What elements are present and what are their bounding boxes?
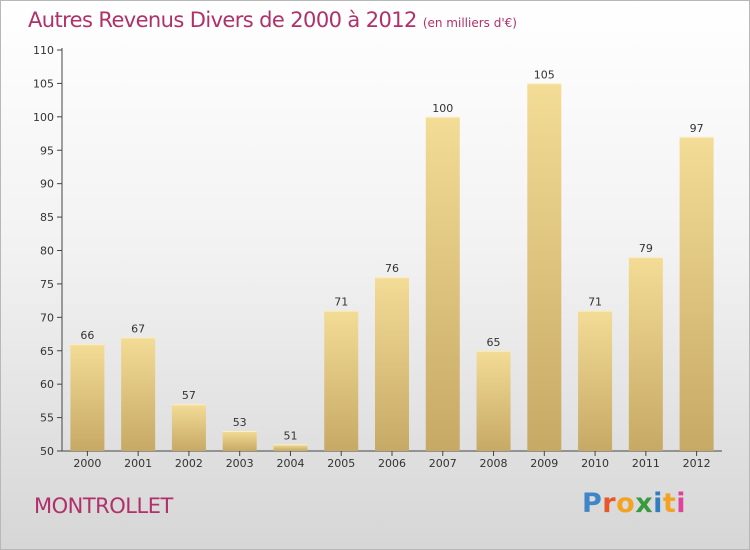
bar [679, 136, 714, 451]
x-tick-label: 2005 [327, 457, 355, 470]
x-tick-label: 2012 [683, 457, 711, 470]
bar-value-label: 71 [588, 296, 602, 309]
x-tick-label: 2000 [73, 457, 101, 470]
x-tick-label: 2001 [124, 457, 152, 470]
logo-letter: o [616, 488, 636, 519]
bar [171, 404, 206, 451]
bar-value-label: 66 [80, 329, 94, 342]
x-tick-label: 2006 [378, 457, 406, 470]
bar [527, 83, 562, 452]
chart-title: Autres Revenus Divers de 2000 à 2012 (en … [28, 8, 517, 32]
y-tick-label: 105 [33, 77, 54, 90]
bar-value-label: 71 [334, 296, 348, 309]
y-tick-label: 95 [40, 144, 54, 157]
bar-value-label: 79 [639, 242, 653, 255]
y-tick-label: 55 [40, 412, 54, 425]
x-tick-label: 2009 [530, 457, 558, 470]
bar-value-label: 67 [131, 322, 145, 335]
bar-value-label: 97 [690, 122, 704, 135]
y-tick-label: 90 [40, 178, 54, 191]
bar [628, 257, 663, 451]
x-tick-label: 2007 [429, 457, 457, 470]
bar-value-label: 57 [182, 389, 196, 402]
bar [476, 350, 511, 451]
bar-value-label: 65 [487, 336, 501, 349]
town-name: MONTROLLET [34, 494, 173, 518]
bar-value-label: 105 [534, 68, 555, 81]
y-tick-label: 60 [40, 378, 54, 391]
x-tick-label: 2010 [581, 457, 609, 470]
x-tick-label: 2003 [226, 457, 254, 470]
bar-value-label: 53 [233, 416, 247, 429]
bar-value-label: 76 [385, 262, 399, 275]
bar [425, 116, 460, 451]
logo-letter: r [602, 488, 617, 519]
logo-letter: x [635, 488, 654, 519]
logo-letter: i [676, 488, 687, 519]
x-tick-label: 2004 [276, 457, 304, 470]
y-tick-label: 50 [40, 445, 54, 458]
bar [578, 310, 613, 451]
bar [375, 277, 409, 451]
proxiti-logo[interactable]: Proxiti [582, 488, 686, 519]
bar-value-label: 100 [432, 102, 453, 115]
x-tick-label: 2011 [632, 457, 660, 470]
logo-letter: i [653, 488, 663, 519]
y-tick-label: 75 [40, 278, 54, 291]
y-tick-label: 80 [40, 245, 54, 258]
y-tick-label: 85 [40, 211, 54, 224]
bar [222, 430, 257, 451]
bar [273, 444, 308, 451]
bar [121, 337, 156, 451]
bar [324, 310, 359, 451]
y-tick-label: 100 [33, 111, 54, 124]
chart-title-text: Autres Revenus Divers de 2000 à 2012 [28, 8, 417, 32]
chart-unit: (en milliers d'€) [422, 16, 517, 30]
x-tick-label: 2002 [175, 457, 203, 470]
bar-value-label: 51 [283, 429, 297, 442]
logo-letter: P [582, 488, 603, 519]
x-tick-label: 2008 [480, 457, 508, 470]
y-tick-label: 70 [40, 311, 54, 324]
y-tick-label: 65 [40, 345, 54, 358]
bar [70, 344, 105, 451]
logo-letter: t [662, 488, 677, 519]
y-tick-label: 110 [33, 44, 54, 57]
